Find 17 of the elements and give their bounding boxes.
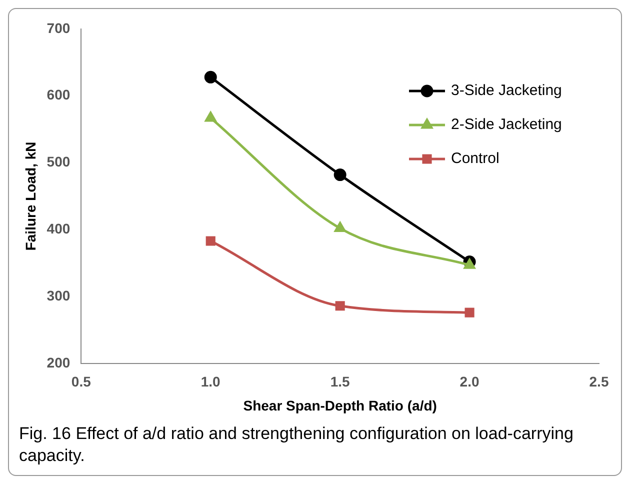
y-tick-label: 700 [46,20,70,36]
y-tick-label: 600 [46,86,70,103]
x-tick-label: 2.5 [589,374,609,390]
legend-label: Control [451,150,500,168]
x-axis-title: Shear Span-Depth Ratio (a/d) [243,397,437,414]
y-tick-label: 400 [46,220,70,236]
y-tick-label: 500 [46,154,70,170]
y-axis-title: Failure Load, kN [22,142,38,251]
x-tick-label: 2.0 [460,374,480,390]
y-tick-label: 300 [46,287,70,304]
x-tick-label: 1.0 [200,374,221,390]
caption: Fig. 16 Effect of a/d ratio and strengthening configuration on load-carrying capacity. [18,423,574,468]
x-tick-label: 1.5 [330,374,350,390]
y-tick-label: 200 [46,354,70,370]
legend-label: 2-Side Jacketing [451,116,562,134]
legend-label: 3-Side Jacketing [451,82,562,100]
x-tick-label: 0.5 [71,374,92,390]
